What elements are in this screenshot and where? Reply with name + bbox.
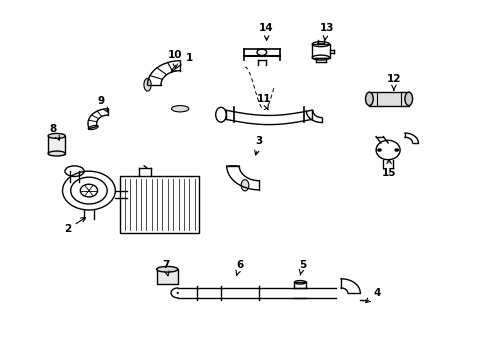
Ellipse shape — [241, 180, 249, 191]
Text: 9: 9 — [98, 96, 107, 112]
Ellipse shape — [366, 92, 373, 105]
Text: 14: 14 — [259, 23, 274, 40]
Text: 6: 6 — [236, 260, 244, 275]
Ellipse shape — [144, 78, 151, 91]
Text: 1: 1 — [172, 53, 194, 72]
Text: 11: 11 — [257, 94, 271, 109]
Bar — [369, 92, 409, 105]
Text: 15: 15 — [382, 159, 396, 178]
Text: 8: 8 — [49, 124, 59, 140]
Text: 10: 10 — [168, 50, 183, 68]
Ellipse shape — [157, 266, 178, 272]
Ellipse shape — [88, 125, 98, 130]
Bar — [48, 136, 65, 153]
Ellipse shape — [48, 151, 65, 156]
Text: 7: 7 — [162, 260, 170, 276]
Text: 4: 4 — [366, 288, 381, 303]
Bar — [157, 269, 178, 284]
Circle shape — [377, 148, 382, 152]
Text: 12: 12 — [387, 75, 401, 90]
Bar — [312, 44, 329, 58]
Ellipse shape — [172, 105, 189, 112]
Text: 3: 3 — [255, 136, 263, 155]
Text: 5: 5 — [299, 260, 306, 275]
Text: 2: 2 — [64, 217, 86, 234]
Text: 13: 13 — [319, 23, 334, 40]
Ellipse shape — [405, 92, 413, 105]
Bar — [120, 176, 199, 233]
Circle shape — [394, 148, 399, 152]
Ellipse shape — [48, 134, 65, 138]
